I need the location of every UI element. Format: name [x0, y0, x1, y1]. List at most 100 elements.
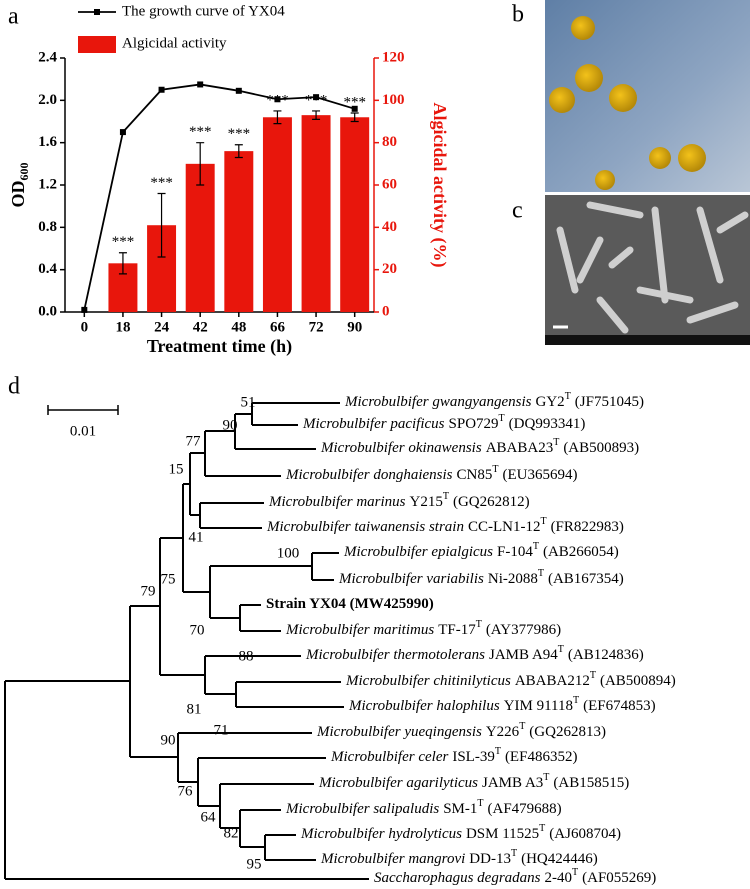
y2-tick-label: 20: [382, 261, 397, 277]
strain-name: CC-LN1-12: [468, 519, 541, 535]
type-strain-mark: T: [572, 867, 578, 878]
type-strain-mark: T: [443, 491, 449, 502]
y2-tick-label: 100: [382, 92, 405, 108]
accession: (HQ424446): [521, 851, 598, 867]
accession: (AB266054): [543, 544, 619, 560]
bootstrap-value: 76: [178, 783, 194, 799]
bootstrap-value: 64: [201, 809, 217, 825]
accession: (GQ262812): [453, 494, 530, 510]
strain-name: YIM 91118: [504, 698, 573, 714]
significance-label: ***: [150, 175, 173, 191]
legend-marker: [94, 9, 100, 15]
species-name: Microbulbifer hydrolyticus: [300, 826, 462, 842]
bootstrap-value: 77: [186, 433, 202, 449]
leaf-label: Microbulbifer yueqingensis Y226T (GQ262813…: [316, 721, 606, 740]
error-bar: [157, 192, 166, 258]
type-strain-mark: T: [492, 464, 498, 475]
strain-name: CN85: [457, 467, 493, 483]
accession: (AB158515): [553, 775, 629, 791]
strain-name: JAMB A94: [489, 647, 558, 663]
bootstrap-value: 71: [214, 722, 229, 738]
strain-name: TF-17: [438, 622, 476, 638]
type-strain-mark: T: [477, 798, 483, 809]
species-name: Microbulbifer okinawensis: [320, 440, 482, 456]
bootstrap-value: 90: [223, 417, 238, 433]
species-name: Microbulbifer salipaludis: [285, 801, 439, 817]
scale-label: 0.01: [70, 423, 96, 439]
leaf-label: Microbulbifer thermotolerans JAMB A94T (AB…: [305, 644, 644, 663]
bootstrap-value: 41: [189, 529, 204, 545]
y2-tick-label: 120: [382, 49, 405, 65]
bootstrap-value: 95: [247, 856, 262, 872]
accession: (GQ262813): [529, 724, 606, 740]
leaf-label: Microbulbifer taiwanensis strain CC-LN1-1…: [266, 516, 624, 535]
strain-name: SM-1: [443, 801, 477, 817]
line-marker: [119, 129, 126, 136]
error-bar: [196, 142, 205, 186]
type-strain-mark: T: [511, 848, 517, 859]
species-name: Microbulbifer variabilis: [338, 571, 484, 587]
bar: [224, 151, 254, 312]
leaf-label: Strain YX04 (MW425990): [266, 596, 434, 612]
error-bar: [350, 112, 359, 123]
leaf-label: Microbulbifer halophilus YIM 91118T (EF674…: [348, 695, 656, 714]
accession: (JF751045): [575, 394, 644, 410]
species-name: Microbulbifer donghaiensis: [285, 467, 453, 483]
species-name: Microbulbifer pacificus: [302, 416, 445, 432]
error-bar: [273, 110, 282, 125]
type-strain-mark: T: [538, 568, 544, 579]
type-strain-mark: T: [539, 823, 545, 834]
significance-label: ***: [228, 126, 251, 142]
leaf-label: Microbulbifer hydrolyticus DSM 11525T (AJ6…: [300, 823, 621, 842]
leaf-label: Microbulbifer chitinilyticus ABABA212T (AB…: [345, 670, 676, 689]
type-strain-mark: T: [476, 619, 482, 630]
leaf-label: Microbulbifer marinus Y215T (GQ262812): [268, 491, 530, 510]
y-tick-label: 2.4: [38, 49, 57, 65]
strain-name: Y226: [486, 724, 520, 740]
species-name: Microbulbifer agarilyticus: [318, 775, 478, 791]
type-strain-mark: T: [540, 516, 546, 527]
leaf-label: Microbulbifer epialgicus F-104T (AB266054): [343, 541, 619, 560]
bootstrap-value: 100: [277, 545, 300, 561]
accession: (DQ993341): [509, 416, 586, 432]
x-axis-label: Treatment time (h): [147, 336, 292, 357]
bar: [301, 115, 331, 313]
type-strain-mark: T: [590, 670, 596, 681]
species-name: Microbulbifer marinus: [268, 494, 406, 510]
species-name: Microbulbifer halophilus: [348, 698, 500, 714]
y-axis-label-main: OD: [8, 180, 28, 207]
leaf-label: Saccharophagus degradans 2-40T (AF055269): [374, 867, 656, 886]
y2-tick-label: 60: [382, 176, 397, 192]
type-strain-mark: T: [495, 746, 501, 757]
legend-label: The growth curve of YX04: [122, 3, 285, 19]
species-name: Microbulbifer maritimus: [285, 622, 434, 638]
accession: (AF055269): [582, 870, 656, 886]
species-name: Saccharophagus degradans: [374, 870, 541, 886]
y-tick-label: 1.2: [38, 176, 57, 192]
y-axis-label-sub: 600: [17, 163, 31, 181]
strain-name: DD-13: [469, 851, 511, 867]
leaf-label: Microbulbifer salipaludis SM-1T (AF479688): [285, 798, 562, 817]
leaf-name: Strain YX04 (MW425990): [266, 596, 434, 612]
bootstrap-value: 70: [190, 622, 205, 638]
panel-label: c: [512, 198, 523, 224]
error-bar: [312, 110, 321, 120]
growth-line: [83, 83, 355, 311]
strain-name: ISL-39: [452, 749, 495, 765]
bootstrap-value: 51: [241, 394, 256, 410]
bootstrap-value: 81: [187, 701, 202, 717]
y2-tick-label: 80: [382, 134, 397, 150]
type-strain-mark: T: [543, 772, 549, 783]
accession: (AB167354): [548, 571, 624, 587]
accession: (AB124836): [568, 647, 644, 663]
strain-name: Ni-2088: [488, 571, 538, 587]
species-name: Microbulbifer mangrovi: [320, 851, 465, 867]
species-name: Microbulbifer taiwanensis strain: [266, 519, 464, 535]
y2-tick-label: 40: [382, 219, 397, 235]
accession: (AB500893): [563, 440, 639, 456]
bootstrap-value: 88: [239, 648, 254, 664]
line-marker: [351, 105, 358, 112]
significance-label: ***: [189, 124, 212, 140]
accession: (FR822983): [551, 519, 624, 535]
line-marker: [81, 306, 88, 313]
